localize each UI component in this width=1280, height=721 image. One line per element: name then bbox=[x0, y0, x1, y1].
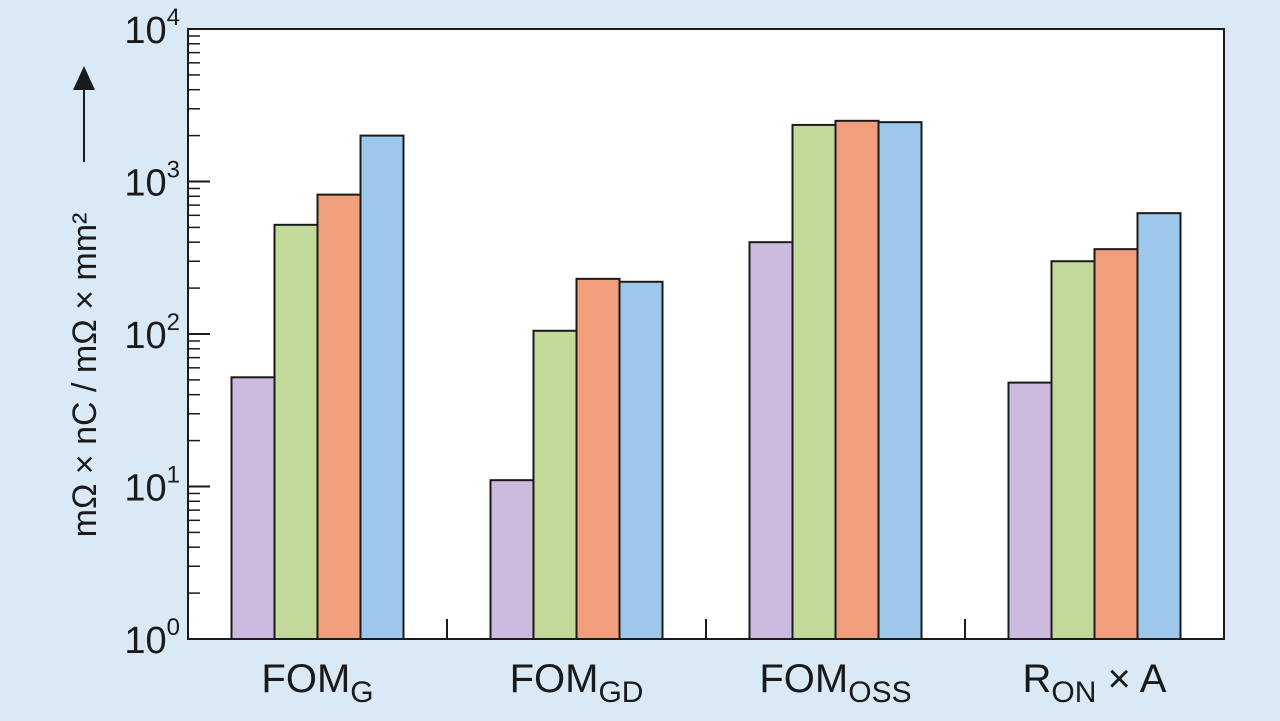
y-axis-arrow-head-icon bbox=[73, 66, 95, 90]
bar bbox=[532, 329, 578, 640]
y-tick-label: 102 bbox=[124, 309, 180, 357]
bar bbox=[316, 193, 362, 640]
x-category-label: FOMG bbox=[261, 657, 373, 709]
y-tick-label: 104 bbox=[124, 4, 180, 52]
y-axis: 100 101 102 103 104 bbox=[124, 4, 210, 662]
bar bbox=[230, 376, 276, 640]
y-axis-label: mΩ × nC / mΩ × mm² bbox=[66, 213, 104, 538]
bar bbox=[273, 223, 319, 641]
x-category-label: FOMOSS bbox=[759, 657, 911, 709]
y-tick-label: 101 bbox=[124, 462, 180, 510]
bar bbox=[489, 479, 535, 640]
bar bbox=[877, 121, 923, 641]
y-tick-label: 103 bbox=[124, 157, 180, 205]
y-axis-label-group: mΩ × nC / mΩ × mm² bbox=[66, 66, 104, 537]
bar bbox=[1136, 212, 1182, 640]
bar bbox=[618, 280, 664, 640]
bar bbox=[748, 241, 794, 640]
bars-layer bbox=[230, 119, 1182, 641]
x-category-label: FOMGD bbox=[510, 657, 644, 709]
x-axis: FOMG FOMGD FOMOSS RON × A bbox=[261, 619, 1167, 709]
y-tick-label: 100 bbox=[124, 614, 180, 662]
bar bbox=[834, 119, 880, 640]
bar bbox=[1050, 260, 1096, 640]
x-category-label: RON × A bbox=[1023, 657, 1167, 709]
bar bbox=[359, 134, 405, 640]
bar bbox=[1093, 248, 1139, 640]
bar bbox=[1007, 381, 1053, 640]
bar bbox=[791, 123, 837, 640]
bar bbox=[575, 277, 621, 640]
